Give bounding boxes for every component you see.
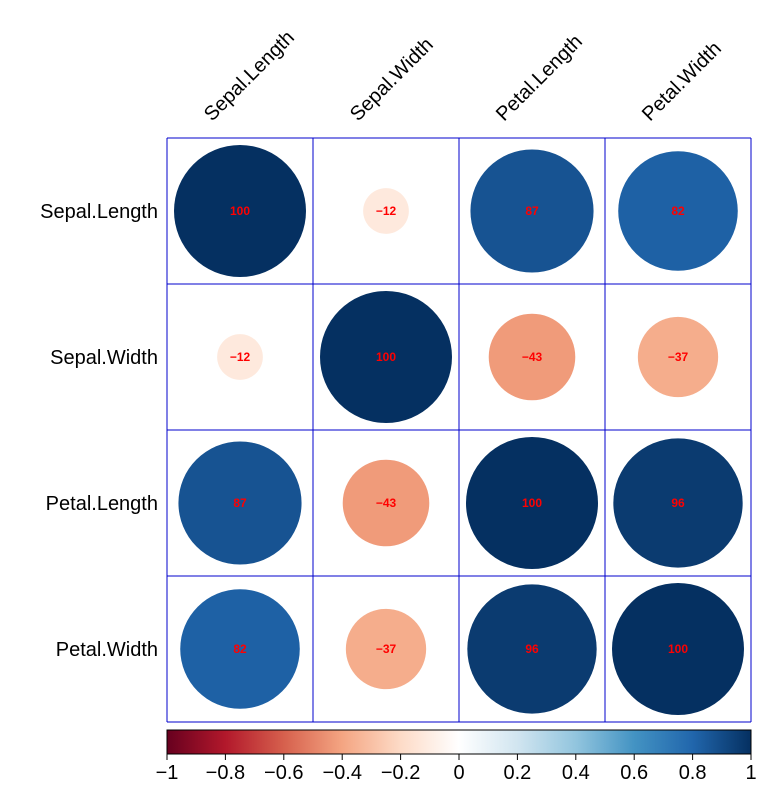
colorbar-tick-label: −1 [156, 762, 179, 784]
correlation-value-label: 100 [230, 204, 250, 218]
correlation-value-label: −12 [230, 350, 251, 364]
correlation-circle [342, 459, 430, 547]
matrix-cells: 100 −12 87 82 −12 100 −43 −37 87 −43 100 96 82 −37 96 1… [174, 145, 744, 715]
correlation-circle [613, 438, 743, 568]
correlation-value-label: 96 [525, 642, 539, 656]
correlation-circle [467, 584, 597, 714]
row-label: Sepal.Length [40, 201, 158, 223]
correlation-value-label: −37 [668, 350, 689, 364]
correlation-value-label: 100 [376, 350, 396, 364]
colorbar-tick-label: −0.4 [322, 762, 361, 784]
row-label: Petal.Length [46, 493, 158, 515]
correlation-circle [466, 437, 598, 569]
correlation-value-label: −43 [376, 496, 397, 510]
correlation-value-label: −37 [376, 642, 397, 656]
correlation-circle [180, 589, 300, 709]
colorbar-tick-label: 0 [453, 762, 464, 784]
row-labels: Sepal.Length Sepal.Width Petal.Length Petal… [40, 201, 158, 661]
correlation-circle [174, 145, 306, 277]
correlation-value-label: 82 [671, 204, 685, 218]
correlation-value-label: 82 [233, 642, 247, 656]
correlation-circle [470, 149, 594, 273]
colorbar-tick-label: −0.8 [206, 762, 245, 784]
colorbar-tick-label: 0.2 [503, 762, 531, 784]
correlation-value-label: −43 [522, 350, 543, 364]
row-label: Sepal.Width [50, 347, 158, 369]
correlation-circle [363, 188, 409, 234]
correlation-value-label: 96 [671, 496, 685, 510]
colorbar: −1 −0.8 −0.6 −0.4 −0.2 0 0.2 0.4 0.6 0.8 1 [156, 729, 757, 784]
correlation-circle [618, 151, 738, 271]
colorbar-tick-label: 0.8 [679, 762, 707, 784]
column-label: Sepal.Width [346, 34, 438, 126]
colorbar-gradient [166, 729, 752, 755]
correlation-circle [178, 441, 302, 565]
correlation-value-label: 87 [525, 204, 539, 218]
row-label: Petal.Width [56, 639, 158, 661]
colorbar-tick-label: −0.6 [264, 762, 303, 784]
colorbar-tick-label: 0.6 [620, 762, 648, 784]
column-labels: Sepal.Length Sepal.Width Petal.Length Petal… [200, 27, 726, 126]
correlation-value-label: 100 [522, 496, 542, 510]
correlation-circle [637, 316, 719, 398]
correlation-circle [612, 583, 744, 715]
correlation-value-label: −12 [376, 204, 397, 218]
correlation-circle [320, 291, 452, 423]
column-label: Sepal.Length [200, 27, 299, 126]
colorbar-tick-label: −0.2 [381, 762, 420, 784]
correlation-circle [217, 334, 263, 380]
column-label: Petal.Length [492, 31, 587, 126]
column-label: Petal.Width [638, 38, 726, 126]
correlation-value-label: 100 [668, 642, 688, 656]
correlation-circle [345, 608, 427, 690]
colorbar-tick-label: 0.4 [562, 762, 590, 784]
correlation-circle [488, 313, 576, 401]
colorbar-ticks: −1 −0.8 −0.6 −0.4 −0.2 0 0.2 0.4 0.6 0.8 1 [156, 754, 757, 784]
colorbar-tick-label: 1 [745, 762, 756, 784]
matrix-grid [166, 137, 752, 723]
correlation-value-label: 87 [233, 496, 247, 510]
